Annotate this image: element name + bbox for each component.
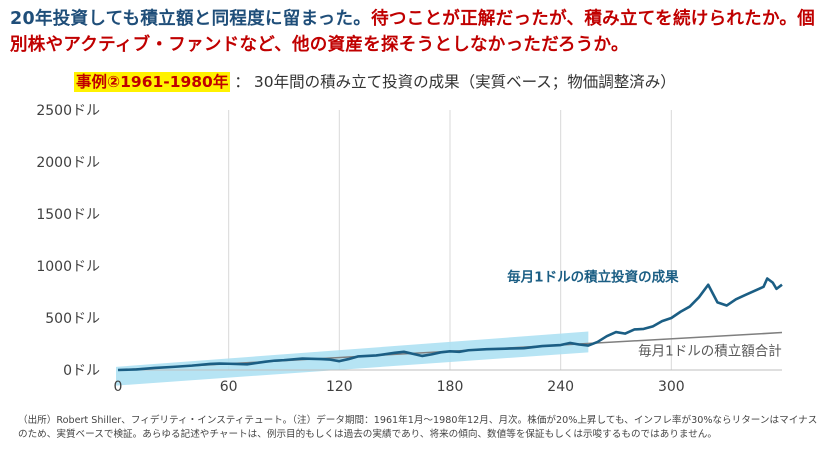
case-tag: 事例②1961-1980年 [74,72,231,92]
headline-part1: 20年投資しても [10,9,141,29]
headline-part2: 積立額 [140,9,194,29]
x-tick-label: 240 [547,379,574,395]
line-chart: 0ドル 500ドル 1000ドル 1500ドル 2000ドル 2500ドル 0 60 120 1… [36,103,783,395]
x-tick-label: 60 [220,379,238,395]
subtitle-text: 30年間の積み立て投資の成果（実質ベース；物価調整済み） [253,73,676,91]
y-tick-labels: 0ドル 500ドル 1000ドル 1500ドル 2000ドル 2500ドル [36,103,100,379]
annotation-cumulative: 毎月1ドルの積立額合計 [638,343,782,359]
y-tick-label: 1000ドル [36,259,100,275]
headline: 20年投資しても積立額と同程度に留まった。待つことが正解だったが、積み立てを続け… [10,6,820,58]
chart-subtitle: 事例②1961-1980年： 30年間の積み立て投資の成果（実質ベース；物価調整済… [74,70,676,94]
grid [228,110,672,370]
source-footnote: （出所）Robert Shiller、フィデリティ・インスティテュート。（注）デ… [18,415,818,440]
subtitle-separator: ： [234,73,250,91]
y-tick-label: 500ドル [45,311,100,327]
headline-part4: 待つことが正解だったが、積み立てを続けられたか。個別株やアクティブ・ファンドなど… [10,9,816,55]
y-tick-label: 2000ドル [36,155,100,171]
x-tick-label: 180 [437,379,464,395]
x-tick-label: 0 [114,379,123,395]
x-tick-label: 300 [658,379,685,395]
x-tick-label: 120 [326,379,353,395]
result-line [117,277,783,372]
y-tick-label: 2500ドル [36,103,100,119]
x-tick-labels: 0 60 120 180 240 300 [114,379,685,395]
y-tick-label: 1500ドル [36,207,100,223]
headline-part3: と同程度に留まった。 [193,9,372,29]
annotation-result: 毎月1ドルの積立投資の成果 [507,269,679,286]
y-tick-label: 0ドル [63,363,100,379]
